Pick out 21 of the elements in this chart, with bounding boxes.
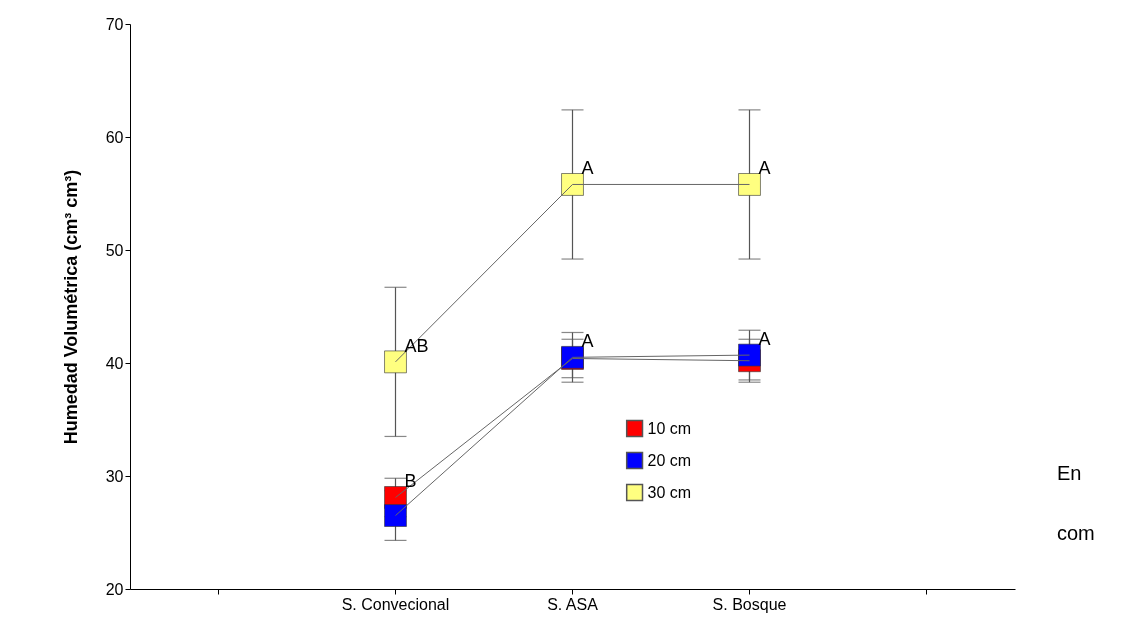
x-tick-label: S. Convecional (341, 595, 450, 613)
legend-label: 10 cm (647, 419, 692, 437)
y-tick-label: 50 (105, 241, 124, 259)
annotation: B (404, 471, 417, 492)
annotation: A (758, 158, 771, 179)
annotation: AB (404, 335, 429, 356)
annotation: A (581, 158, 594, 179)
y-tick-label: 30 (105, 467, 124, 485)
legend-label: 20 cm (647, 451, 692, 469)
annotation: A (758, 329, 771, 350)
x-tick-label: S. Bosque (712, 595, 787, 613)
annotation: A (581, 331, 594, 352)
text: En (1057, 462, 1082, 484)
legend-label: 30 cm (647, 483, 692, 501)
x-tick-label: S. ASA (547, 595, 599, 613)
y-axis-title: Humedad Volumétrica (cm³ cm³) (60, 169, 81, 445)
y-tick-label: 40 (105, 354, 124, 372)
y-tick-label: 70 (105, 15, 124, 33)
y-tick-label: 60 (105, 128, 124, 146)
y-tick-label: 20 (105, 580, 124, 598)
text: com (1057, 522, 1095, 544)
